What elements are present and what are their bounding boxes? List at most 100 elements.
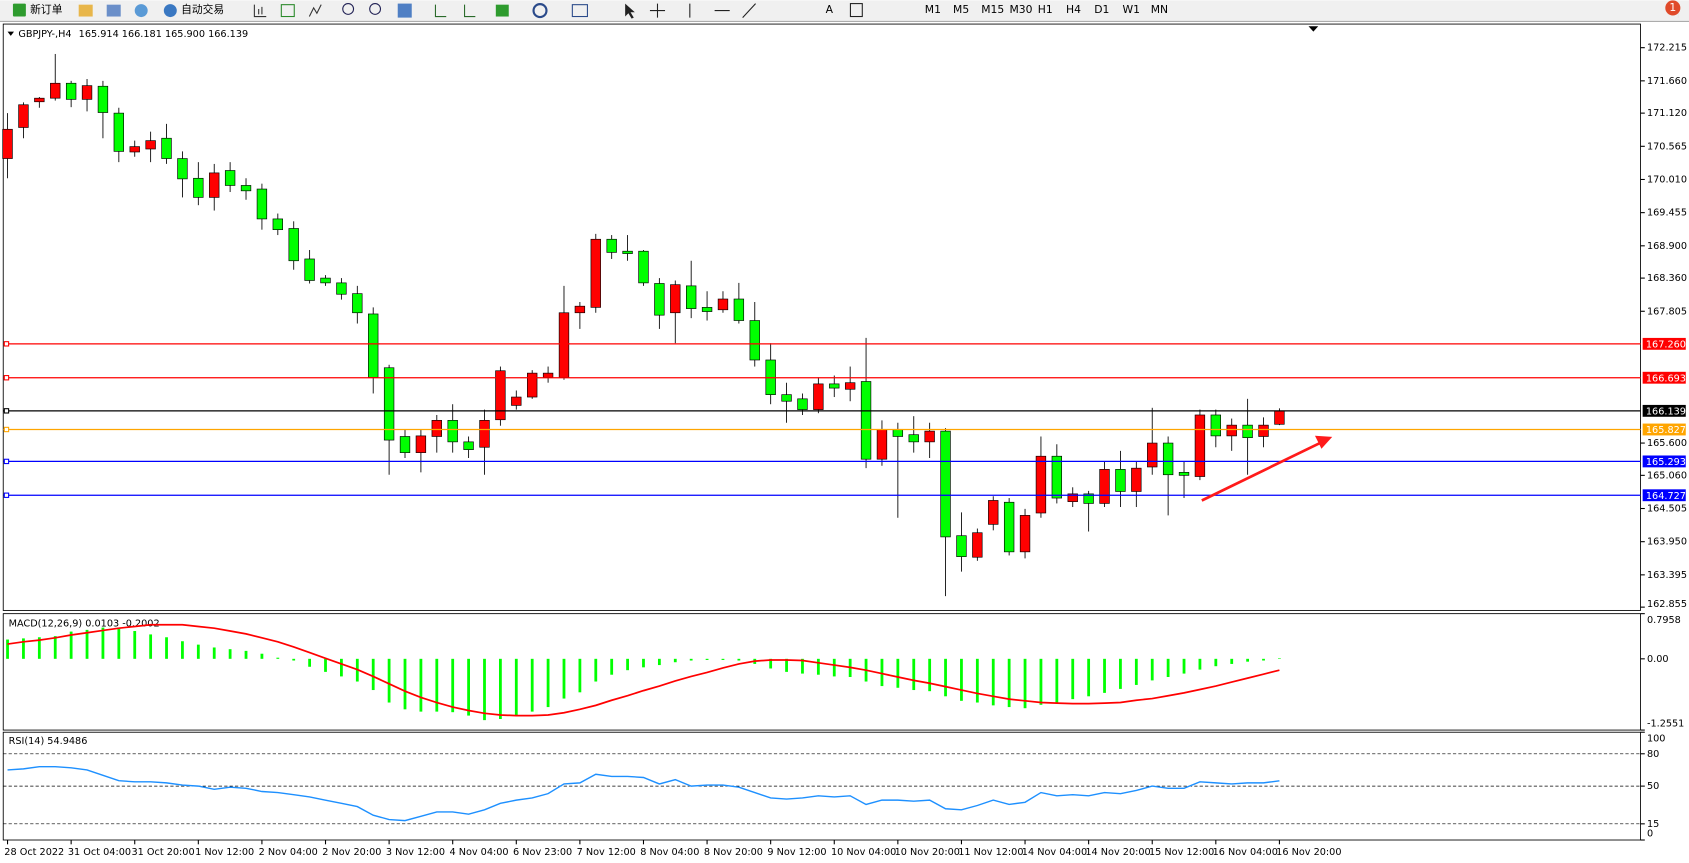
- candle-body: [431, 420, 442, 437]
- candle-body: [256, 188, 268, 220]
- button-label[interactable]: 新订单: [30, 3, 63, 16]
- macd-panel: [2, 613, 1641, 731]
- x-tick-label: 3 Nov 12:00: [386, 847, 445, 858]
- level-handle: [3, 375, 10, 381]
- candle-body: [924, 430, 935, 443]
- x-tick-label: 11 Nov 12:00: [958, 847, 1023, 858]
- level-label-bg: [1642, 489, 1686, 502]
- y-tick-label: 168.360: [1647, 273, 1687, 284]
- crosshair-tool[interactable]: [649, 3, 666, 18]
- level-label: 165.827: [1646, 425, 1686, 436]
- timeframe-button[interactable]: M30: [1010, 3, 1033, 16]
- y-tick-label: 50: [1647, 781, 1659, 792]
- candle-body: [2, 128, 13, 159]
- rsi-title: RSI(14) 54.9486: [9, 736, 88, 747]
- x-tick-label: 2 Nov 20:00: [322, 847, 381, 858]
- auto-trading-button[interactable]: 自动交易: [163, 3, 224, 18]
- candle-body: [1194, 414, 1206, 477]
- text-tool[interactable]: A: [826, 3, 834, 16]
- icon-button[interactable]: [106, 4, 121, 17]
- candle-body: [876, 428, 888, 460]
- y-tick-label: 80: [1647, 749, 1659, 760]
- new-order-button[interactable]: 新订单: [12, 3, 63, 17]
- icon-button[interactable]: [397, 3, 412, 18]
- icon-button[interactable]: [571, 4, 588, 18]
- level-label-bg: [1642, 404, 1686, 417]
- zoom-in[interactable]: [342, 3, 355, 15]
- cursor-tool[interactable]: [625, 3, 635, 19]
- line-tools[interactable]: [689, 3, 756, 18]
- icon-button[interactable]: [134, 4, 148, 18]
- y-tick-label: 164.505: [1647, 504, 1687, 515]
- level-label-bg: [1642, 371, 1686, 384]
- candle-body: [1051, 455, 1063, 499]
- candle-body: [686, 285, 697, 309]
- candle-body: [145, 140, 156, 150]
- candle-body: [527, 372, 538, 398]
- candle-body: [956, 535, 967, 557]
- icon-button[interactable]: [495, 4, 509, 17]
- x-tick-label: 16 Nov 20:00: [1276, 847, 1341, 858]
- candle-body: [177, 158, 188, 180]
- candle-body: [749, 320, 760, 361]
- icon-button[interactable]: [253, 4, 267, 18]
- icon-button[interactable]: [308, 4, 322, 17]
- candle-body: [892, 428, 904, 437]
- candle-body: [447, 420, 458, 443]
- button-label[interactable]: 自动交易: [181, 3, 224, 16]
- x-tick-label: 10 Nov 20:00: [895, 847, 960, 858]
- candle-body: [352, 293, 363, 314]
- x-tick-label: 31 Oct 20:00: [131, 847, 194, 858]
- candle-body: [240, 185, 252, 192]
- x-tick-label: 4 Nov 04:00: [449, 847, 508, 858]
- y-tick-label: 100: [1647, 734, 1666, 745]
- y-tick-label: 171.120: [1647, 108, 1687, 119]
- toolbar-bg: [0, 0, 1689, 21]
- macd-signal-line: [7, 623, 1280, 717]
- timeframe-button[interactable]: W1: [1122, 3, 1140, 16]
- timeframe-button[interactable]: M1: [925, 3, 941, 16]
- timeframe-button[interactable]: MN: [1151, 3, 1168, 16]
- level-handle: [3, 426, 10, 433]
- x-tick-label: 14 Nov 20:00: [1085, 847, 1150, 858]
- timeframes: M1 M5 M15 M30 H1 H4 D1 W1 MN: [925, 3, 1168, 16]
- candle-body: [574, 305, 586, 314]
- level-label: 166.139: [1646, 406, 1686, 417]
- candle-body: [288, 228, 299, 262]
- toolbar: 新订单 自动交易 A 1 M1 M5 M15 M30 H1 H4 D1 W1 MN: [0, 0, 1689, 22]
- icon-button[interactable]: [280, 4, 295, 18]
- x-tick-label: 8 Nov 04:00: [640, 847, 699, 858]
- icon-button[interactable]: [78, 4, 93, 17]
- candle-body: [97, 85, 109, 113]
- timeframe-button[interactable]: H1: [1038, 3, 1053, 16]
- timeframe-button[interactable]: H4: [1066, 3, 1081, 16]
- candle-body: [304, 258, 315, 281]
- label-tool[interactable]: [849, 3, 863, 18]
- candle-body: [1115, 469, 1126, 492]
- chart-title: GBPJPY-,H4: [18, 29, 71, 40]
- level-label: 167.260: [1646, 339, 1686, 350]
- zoom-out[interactable]: [369, 3, 382, 15]
- icon-button[interactable]: [434, 4, 476, 18]
- timeframe-button[interactable]: D1: [1094, 3, 1109, 16]
- level-label-bg: [1642, 423, 1686, 436]
- candle-body: [65, 82, 77, 100]
- timeframe-button[interactable]: M5: [953, 3, 969, 16]
- y-tick-label: 170.010: [1647, 174, 1687, 185]
- candle-body: [590, 238, 601, 308]
- window-menu-marker: [7, 31, 15, 36]
- candle-body: [1274, 410, 1285, 425]
- candle-body: [34, 97, 45, 103]
- y-tick-label: 15: [1647, 819, 1659, 830]
- candle-body: [606, 238, 617, 253]
- timeframe-button[interactable]: M15: [981, 3, 1004, 16]
- x-tick-label: 8 Nov 20:00: [704, 847, 763, 858]
- y-tick-label: 171.660: [1647, 76, 1687, 87]
- plot-layer: 172.215 171.660 171.120 170.565 170.010 169.4…: [2, 43, 1687, 858]
- icon-button[interactable]: [532, 3, 548, 19]
- badge-count[interactable]: 1: [1669, 1, 1676, 14]
- candle-body: [558, 312, 570, 378]
- badge[interactable]: [1665, 0, 1681, 16]
